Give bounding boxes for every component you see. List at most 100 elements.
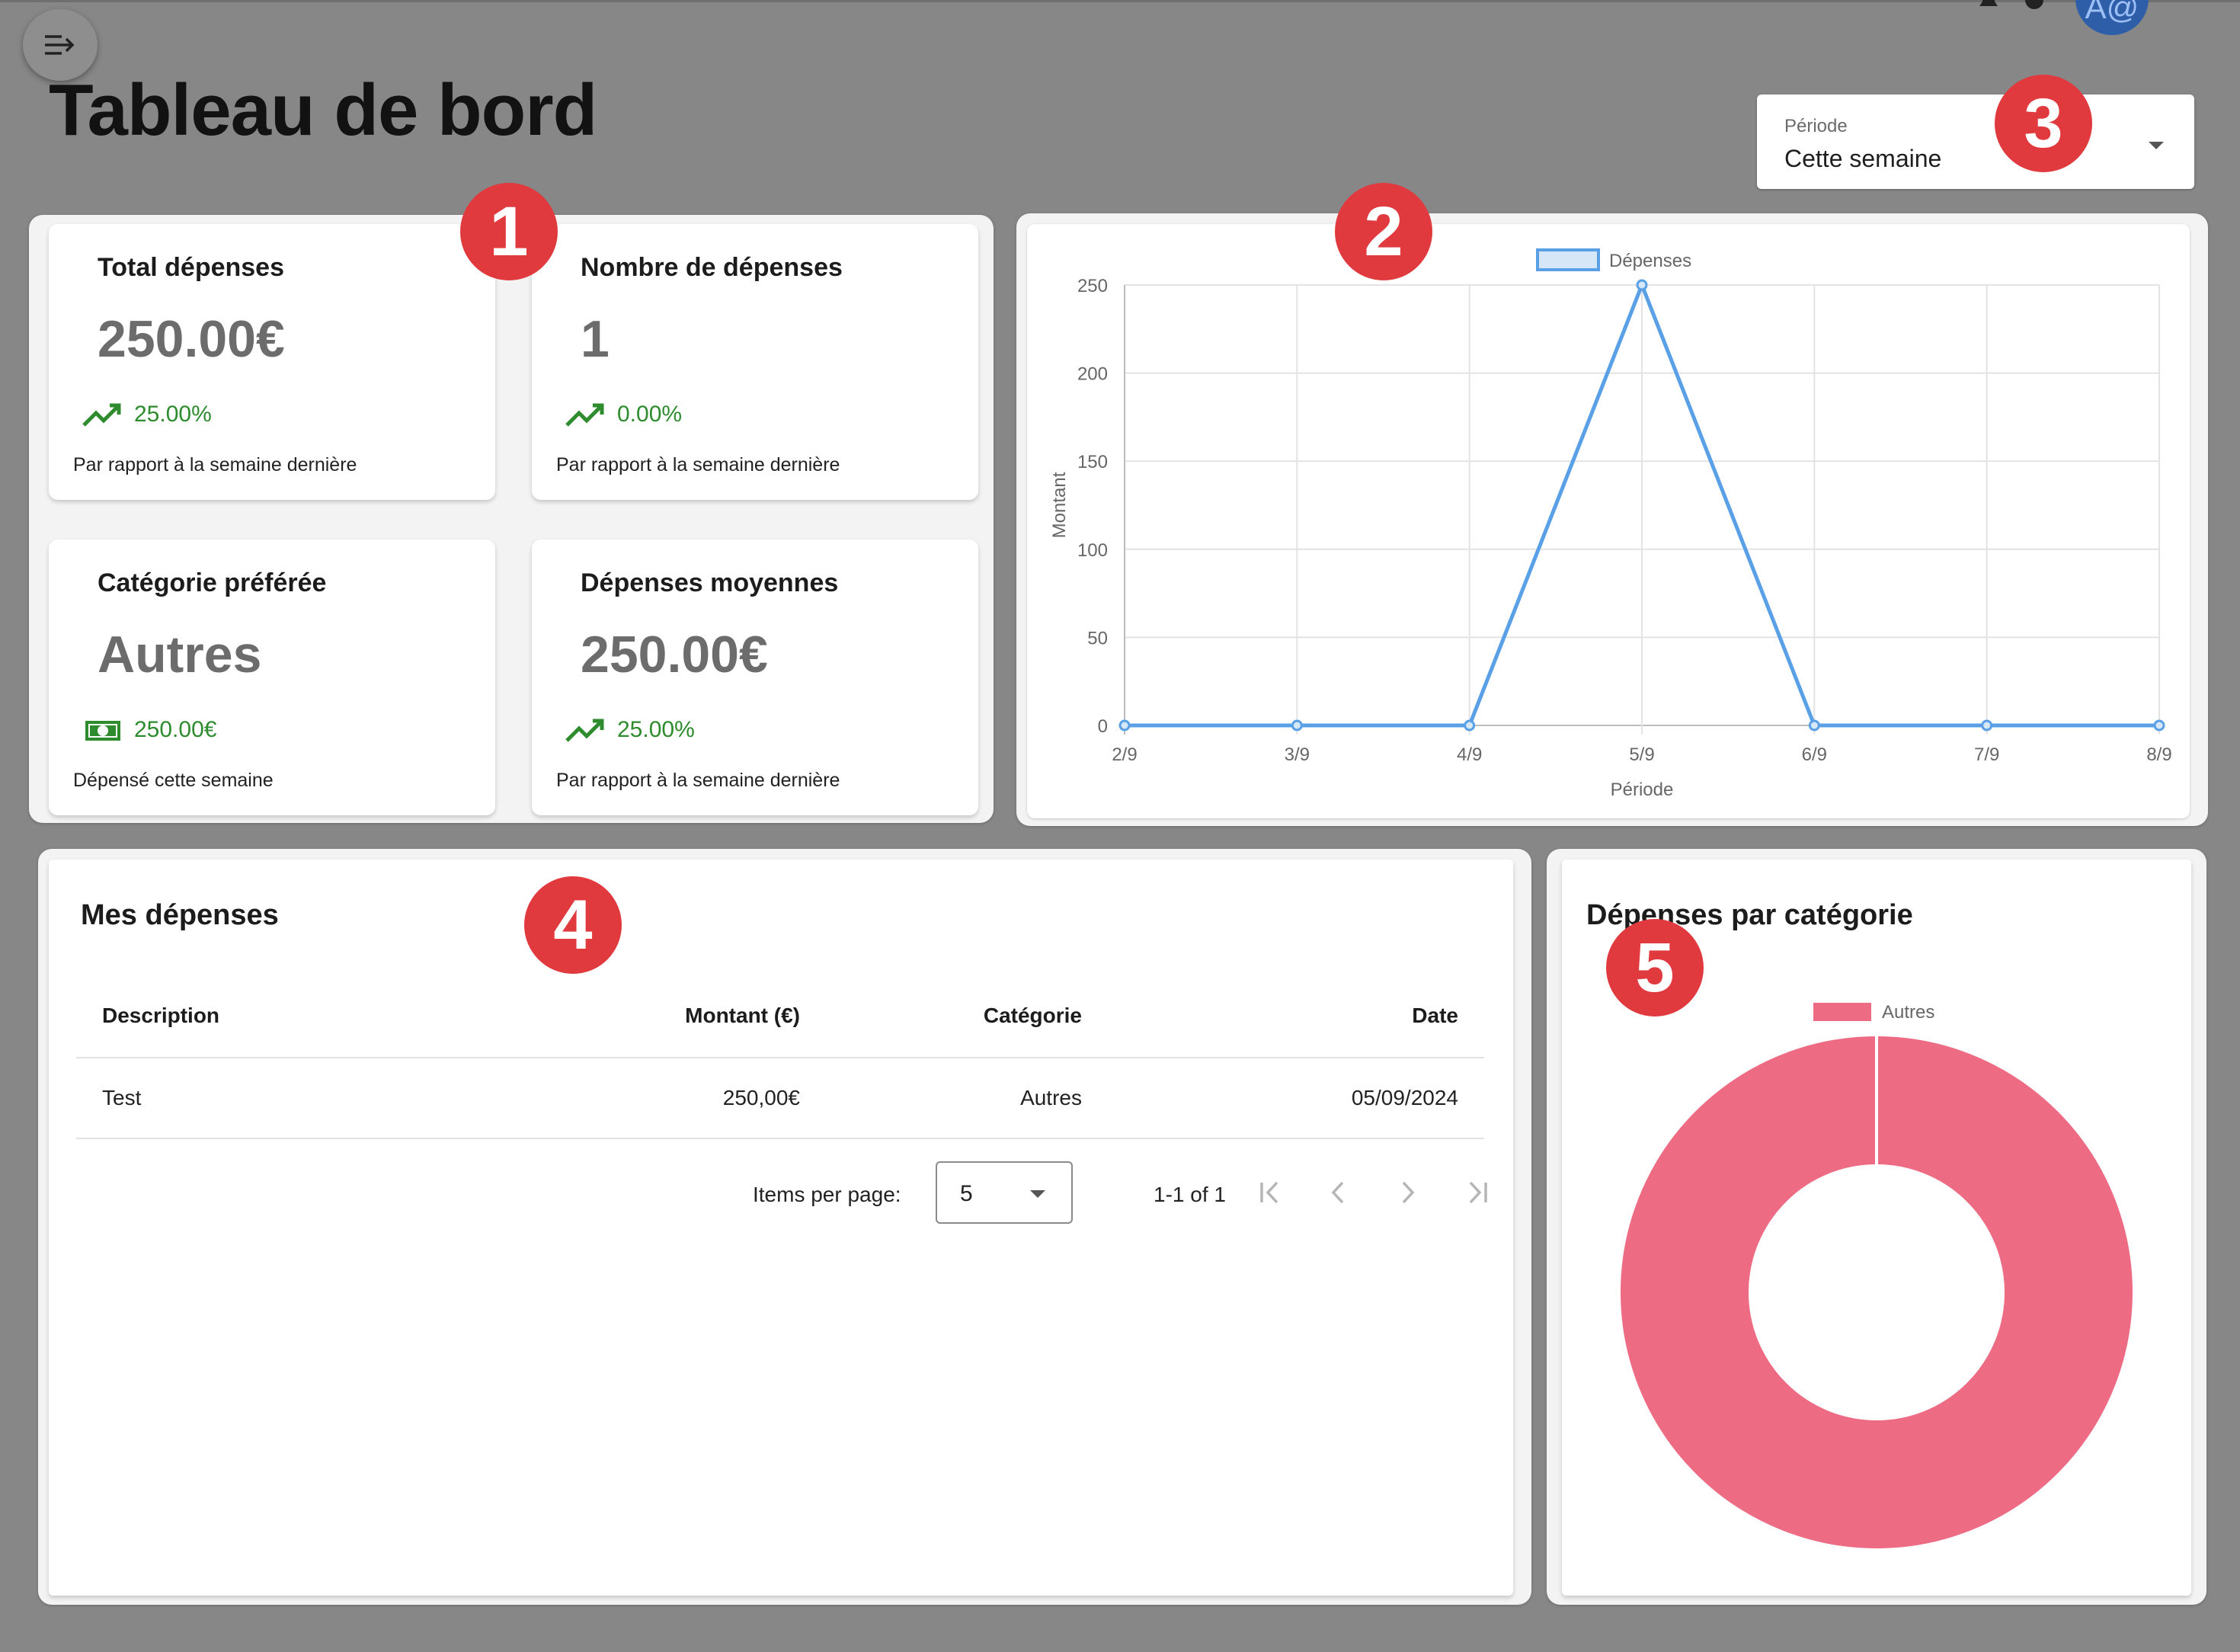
stat-trend: 250.00€ xyxy=(82,716,216,744)
last-page-icon[interactable] xyxy=(1460,1175,1495,1210)
stat-value: 1 xyxy=(581,310,610,368)
chevron-down-icon xyxy=(2149,142,2164,149)
cell-amount: 250,00€ xyxy=(610,1058,800,1139)
legend-swatch xyxy=(1813,1003,1871,1021)
y-axis-label: Montant xyxy=(1049,472,1070,538)
previous-page-icon[interactable] xyxy=(1321,1175,1356,1210)
annotation-badge-5: 5 xyxy=(1606,919,1704,1016)
table-header-row: Description Montant (€) Catégorie Date xyxy=(76,974,1484,1058)
stat-trend-value: 250.00€ xyxy=(134,717,217,742)
money-icon xyxy=(85,721,120,741)
chevron-down-icon xyxy=(1030,1190,1045,1198)
stat-card-average: Dépenses moyennes 250.00€ 25.00% Par rap… xyxy=(532,539,978,815)
page-range: 1-1 of 1 xyxy=(1154,1183,1226,1206)
avatar[interactable]: A@ xyxy=(2075,0,2149,35)
column-header-description[interactable]: Description xyxy=(76,974,610,1058)
table-row[interactable]: Test 250,00€ Autres 05/09/2024 xyxy=(76,1058,1484,1139)
stat-trend: 25.00% xyxy=(565,716,695,744)
annotation-badge-1: 1 xyxy=(460,183,558,280)
legend-label: Autres xyxy=(1882,1002,1934,1023)
stat-card-count: Nombre de dépenses 1 0.00% Par rapport à… xyxy=(532,224,978,500)
x-tick-label: 6/9 xyxy=(1802,744,1827,765)
stat-value: Autres xyxy=(98,626,262,684)
stat-title: Nombre de dépenses xyxy=(581,253,843,282)
stat-caption: Par rapport à la semaine dernière xyxy=(556,770,840,791)
y-tick-label: 50 xyxy=(1087,628,1108,648)
first-page-icon[interactable] xyxy=(1253,1175,1288,1210)
x-tick-label: 2/9 xyxy=(1112,744,1137,765)
data-point xyxy=(2153,719,2165,732)
stat-caption: Par rapport à la semaine dernière xyxy=(73,454,357,475)
stat-value: 250.00€ xyxy=(98,310,285,368)
x-tick-label: 4/9 xyxy=(1457,744,1482,765)
stat-card-total: Total dépenses 250.00€ 25.00% Par rappor… xyxy=(49,224,495,500)
data-point xyxy=(1981,719,1993,732)
stat-trend-value: 25.00% xyxy=(134,402,212,427)
x-tick-label: 8/9 xyxy=(2146,744,2171,765)
trending-up-icon xyxy=(565,719,604,742)
menu-open-icon xyxy=(45,35,75,55)
annotation-badge-2: 2 xyxy=(1335,183,1432,280)
expenses-card: Mes dépenses Description Montant (€) Cat… xyxy=(49,860,1513,1596)
expenses-table: Description Montant (€) Catégorie Date T… xyxy=(76,974,1484,1139)
y-tick-label: 0 xyxy=(1098,716,1108,737)
data-point xyxy=(1118,719,1131,732)
avatar-initials: A@ xyxy=(2085,0,2139,25)
items-per-page-select[interactable]: 5 xyxy=(936,1161,1073,1224)
annotation-badge-3: 3 xyxy=(1995,75,2092,172)
legend-swatch xyxy=(1536,248,1600,271)
stat-title: Dépenses moyennes xyxy=(581,568,839,597)
chart-panel: 0 50 100 150 200 250 2/9 3/9 4/9 5/9 6/9 7/9 8/9 Péri… xyxy=(1016,213,2208,826)
donut-chart: Autres xyxy=(1621,1002,2133,1548)
gear-icon[interactable] xyxy=(2019,0,2050,12)
expenses-title: Mes dépenses xyxy=(81,899,279,931)
line-chart-card: 0 50 100 150 200 250 2/9 3/9 4/9 5/9 6/9 7/9 8/9 Péri… xyxy=(1027,224,2190,818)
next-page-icon[interactable] xyxy=(1390,1175,1425,1210)
paginator: Items per page: 5 1-1 of 1 xyxy=(76,1160,1487,1225)
column-header-date[interactable]: Date xyxy=(1143,974,1484,1058)
stat-caption: Dépensé cette semaine xyxy=(73,770,274,791)
stats-panel: Total dépenses 250.00€ 25.00% Par rappor… xyxy=(29,215,994,823)
stat-trend-value: 0.00% xyxy=(617,402,683,427)
cell-category: Autres xyxy=(800,1058,1143,1139)
y-tick-label: 150 xyxy=(1077,452,1108,472)
column-header-category[interactable]: Catégorie xyxy=(800,974,1143,1058)
stat-value: 250.00€ xyxy=(581,626,768,684)
y-tick-label: 250 xyxy=(1077,276,1108,296)
period-select-label: Période xyxy=(1784,116,1848,136)
cell-date: 05/09/2024 xyxy=(1143,1058,1484,1139)
legend-label: Dépenses xyxy=(1609,251,1691,271)
expenses-panel: Mes dépenses Description Montant (€) Cat… xyxy=(38,849,1531,1605)
stat-trend-value: 25.00% xyxy=(617,717,695,742)
period-select-value: Cette semaine xyxy=(1784,145,1942,172)
x-tick-label: 5/9 xyxy=(1629,744,1654,765)
trending-up-icon xyxy=(565,403,604,427)
bell-icon[interactable] xyxy=(1973,0,2004,12)
stat-card-category: Catégorie préférée Autres 250.00€ Dépens… xyxy=(49,539,495,815)
y-tick-label: 200 xyxy=(1077,364,1108,385)
data-point xyxy=(1808,719,1820,732)
stat-trend: 0.00% xyxy=(565,401,682,428)
cell-description: Test xyxy=(76,1058,610,1139)
top-border xyxy=(0,0,2240,2)
items-per-page-value: 5 xyxy=(960,1181,973,1206)
x-tick-label: 3/9 xyxy=(1285,744,1310,765)
annotation-badge-4: 4 xyxy=(524,876,622,974)
line-chart: 0 50 100 150 200 250 2/9 3/9 4/9 5/9 6/9 7/9 8/9 Péri… xyxy=(1049,248,2172,800)
data-point xyxy=(1636,279,1648,291)
x-axis-label: Période xyxy=(1611,780,1674,800)
data-point xyxy=(1464,719,1476,732)
data-point xyxy=(1291,719,1303,732)
page-title: Tableau de bord xyxy=(49,69,597,151)
stat-caption: Par rapport à la semaine dernière xyxy=(556,454,840,475)
column-header-amount[interactable]: Montant (€) xyxy=(610,974,800,1058)
trending-up-icon xyxy=(82,403,121,427)
sidebar-toggle-button[interactable] xyxy=(23,9,98,81)
x-tick-label: 7/9 xyxy=(1974,744,1999,765)
top-toolbar: A@ xyxy=(1950,0,2179,35)
stat-title: Catégorie préférée xyxy=(98,568,327,597)
y-tick-label: 100 xyxy=(1077,540,1108,561)
items-per-page-label: Items per page: xyxy=(753,1183,901,1206)
period-select[interactable]: Période Cette semaine xyxy=(1757,94,2194,189)
stat-title: Total dépenses xyxy=(98,253,284,282)
